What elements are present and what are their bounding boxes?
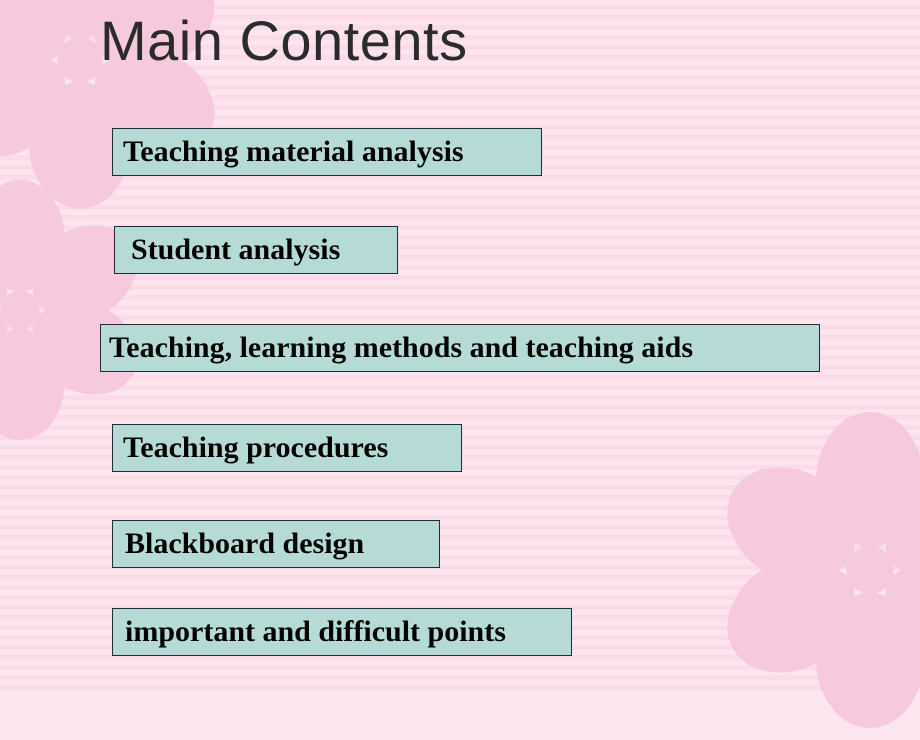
contents-item-5: important and difficult points [112, 608, 572, 656]
slide-title: Main Contents [100, 8, 468, 73]
contents-item-3: Teaching procedures [112, 424, 462, 472]
contents-item-0: Teaching material analysis [112, 128, 542, 176]
contents-item-2: Teaching, learning methods and teaching … [100, 324, 820, 372]
contents-item-4: Blackboard design [112, 520, 440, 568]
contents-item-1: Student analysis [114, 226, 398, 274]
slide-content: Main Contents Teaching material analysis… [0, 0, 920, 690]
